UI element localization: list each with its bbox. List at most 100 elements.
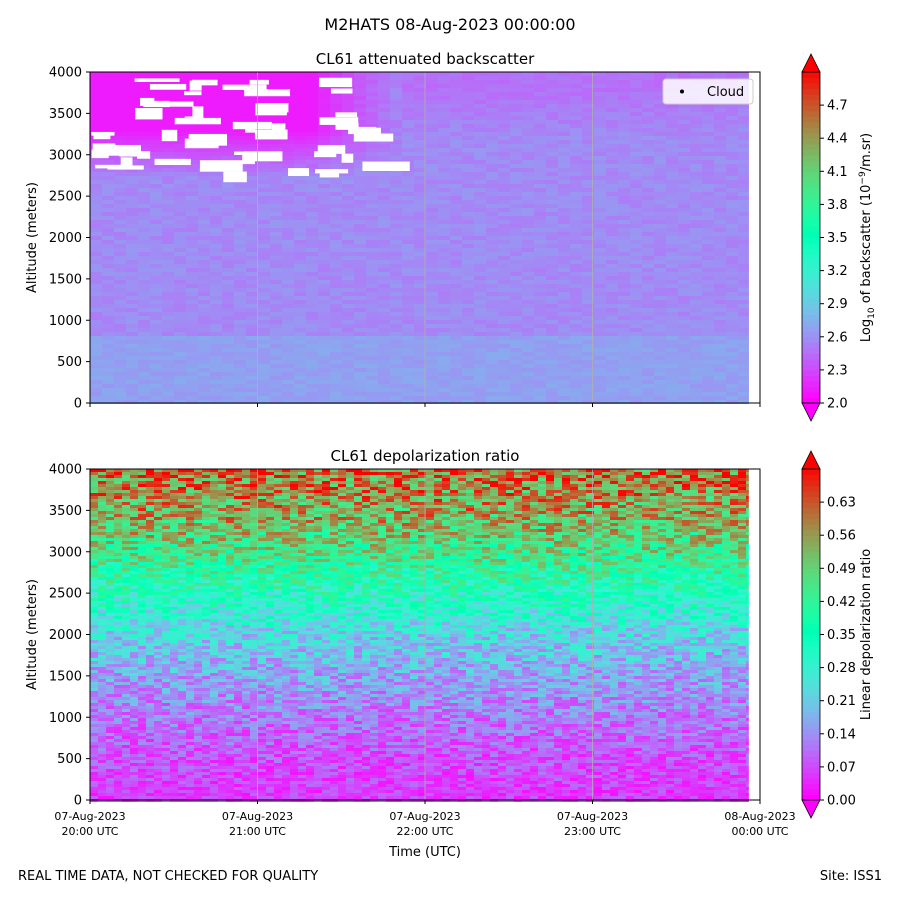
field-cell xyxy=(462,92,474,96)
field-cell xyxy=(150,348,162,352)
field-cell xyxy=(546,200,558,204)
field-cell xyxy=(270,248,282,252)
field-cell xyxy=(222,256,234,260)
field-cell xyxy=(498,320,510,324)
field-cell xyxy=(138,392,150,396)
field-cell xyxy=(570,180,582,184)
field-cell xyxy=(630,188,642,192)
field-cell xyxy=(426,216,438,220)
field-cell xyxy=(726,332,738,336)
field-cell xyxy=(366,328,378,332)
field-cell xyxy=(306,72,318,76)
field-cell xyxy=(606,236,618,240)
field-cell xyxy=(318,136,330,140)
field-cell xyxy=(450,172,462,176)
field-cell xyxy=(390,292,402,296)
field-cell xyxy=(522,232,534,236)
no-data-gap xyxy=(185,139,219,149)
field-cell xyxy=(306,288,318,292)
field-cell xyxy=(414,336,426,340)
field-cell xyxy=(474,168,486,172)
field-cell xyxy=(342,380,354,384)
field-cell xyxy=(162,180,174,184)
field-cell xyxy=(270,180,282,184)
field-cell xyxy=(630,356,642,360)
field-cell xyxy=(414,344,426,348)
field-cell xyxy=(354,380,366,384)
field-cell xyxy=(342,232,354,236)
field-cell xyxy=(270,284,282,288)
field-cell xyxy=(678,72,690,76)
field-cell xyxy=(498,88,510,92)
field-cell xyxy=(282,380,294,384)
field-cell xyxy=(270,344,282,348)
field-cell xyxy=(606,120,618,124)
field-cell xyxy=(270,76,282,80)
field-cell xyxy=(654,140,666,144)
field-cell xyxy=(354,332,366,336)
field-cell xyxy=(534,324,546,328)
field-cell xyxy=(666,276,678,280)
field-cell xyxy=(390,108,402,112)
field-cell xyxy=(102,128,114,132)
field-cell xyxy=(618,96,630,100)
field-cell xyxy=(666,252,678,256)
field-cell xyxy=(150,272,162,276)
field-cell xyxy=(642,164,654,168)
field-cell xyxy=(570,284,582,288)
field-cell xyxy=(726,184,738,188)
field-cell xyxy=(330,472,338,475)
field-cell xyxy=(630,328,642,332)
field-cell xyxy=(558,340,570,344)
field-cell xyxy=(270,292,282,296)
field-cell xyxy=(642,200,654,204)
field-cell xyxy=(426,352,438,356)
field-cell xyxy=(234,136,246,140)
field-cell xyxy=(90,324,102,328)
field-cell xyxy=(450,240,462,244)
field-cell xyxy=(390,320,402,324)
field-cell xyxy=(390,84,402,88)
field-cell xyxy=(738,475,746,478)
field-cell xyxy=(198,324,210,328)
field-cell xyxy=(546,252,558,256)
field-cell xyxy=(486,376,498,380)
field-cell xyxy=(438,372,450,376)
no-data-gap xyxy=(250,80,269,85)
field-cell xyxy=(126,104,138,108)
field-cell xyxy=(258,268,270,272)
field-cell xyxy=(666,348,678,352)
field-cell xyxy=(402,208,414,212)
colorbar-segment xyxy=(802,326,820,332)
field-cell xyxy=(462,140,474,144)
field-cell xyxy=(570,372,582,376)
field-cell xyxy=(246,100,258,104)
field-cell xyxy=(486,92,498,96)
field-cell xyxy=(438,112,450,116)
field-cell xyxy=(366,356,378,360)
field-cell xyxy=(390,316,402,320)
field-cell xyxy=(90,268,102,272)
field-cell xyxy=(654,324,666,328)
field-cell xyxy=(702,196,714,200)
field-cell xyxy=(342,288,354,292)
field-cell xyxy=(306,236,318,240)
field-cell xyxy=(174,392,186,396)
field-cell xyxy=(210,364,222,368)
field-cell xyxy=(534,140,546,144)
field-cell xyxy=(414,112,426,116)
field-cell xyxy=(210,172,222,176)
field-cell xyxy=(714,184,726,188)
field-cell xyxy=(462,284,474,288)
field-cell xyxy=(414,80,426,84)
field-cell xyxy=(126,292,138,296)
field-cell xyxy=(522,300,534,304)
field-cell xyxy=(354,148,366,152)
field-cell xyxy=(294,276,306,280)
field-cell xyxy=(654,172,666,176)
field-cell xyxy=(366,264,378,268)
field-cell xyxy=(402,220,414,224)
field-cell xyxy=(342,184,354,188)
field-cell xyxy=(506,475,514,478)
field-cell xyxy=(558,308,570,312)
